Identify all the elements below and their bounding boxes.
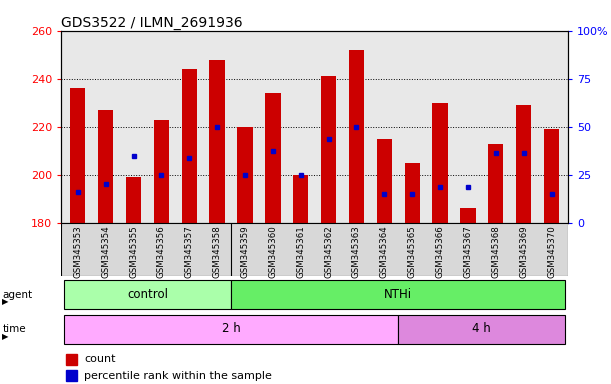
Bar	[398, 314, 565, 344]
Bar	[154, 119, 169, 223]
Text: control: control	[127, 288, 168, 301]
Text: GSM345370: GSM345370	[547, 225, 556, 278]
Bar	[237, 127, 253, 223]
Bar	[61, 223, 568, 276]
Text: time: time	[2, 324, 26, 334]
Bar	[181, 69, 197, 223]
Text: GSM345356: GSM345356	[157, 225, 166, 278]
Text: agent: agent	[2, 290, 32, 300]
Bar	[210, 60, 225, 223]
Bar	[70, 88, 86, 223]
Bar	[460, 208, 475, 223]
Text: GDS3522 / ILMN_2691936: GDS3522 / ILMN_2691936	[61, 16, 243, 30]
Bar	[64, 280, 231, 310]
Text: 4 h: 4 h	[472, 322, 491, 335]
Bar	[376, 139, 392, 223]
Text: GSM345359: GSM345359	[241, 225, 249, 278]
Text: GSM345360: GSM345360	[268, 225, 277, 278]
Text: ▶: ▶	[2, 297, 9, 306]
Text: GSM345357: GSM345357	[185, 225, 194, 278]
Bar	[321, 76, 336, 223]
Text: percentile rank within the sample: percentile rank within the sample	[84, 371, 272, 381]
Bar	[433, 103, 448, 223]
Text: GSM345364: GSM345364	[380, 225, 389, 278]
Text: GSM345358: GSM345358	[213, 225, 222, 278]
Text: GSM345361: GSM345361	[296, 225, 306, 278]
Text: count: count	[84, 354, 115, 364]
Bar	[66, 354, 78, 365]
Bar	[98, 110, 114, 223]
Text: GSM345353: GSM345353	[73, 225, 82, 278]
Bar	[231, 280, 565, 310]
Text: GSM345368: GSM345368	[491, 225, 500, 278]
Bar	[516, 105, 532, 223]
Bar	[126, 177, 141, 223]
Text: GSM345363: GSM345363	[352, 225, 361, 278]
Bar	[66, 370, 78, 381]
Text: GSM345369: GSM345369	[519, 225, 528, 278]
Bar	[404, 163, 420, 223]
Text: GSM345355: GSM345355	[129, 225, 138, 278]
Text: GSM345365: GSM345365	[408, 225, 417, 278]
Bar	[293, 175, 309, 223]
Text: NTHi: NTHi	[384, 288, 412, 301]
Bar	[488, 144, 503, 223]
Text: GSM345366: GSM345366	[436, 225, 445, 278]
Bar	[349, 50, 364, 223]
Bar	[544, 129, 559, 223]
Text: GSM345354: GSM345354	[101, 225, 110, 278]
Text: 2 h: 2 h	[222, 322, 241, 335]
Text: GSM345367: GSM345367	[463, 225, 472, 278]
Text: ▶: ▶	[2, 332, 9, 341]
Bar	[265, 93, 280, 223]
Text: GSM345362: GSM345362	[324, 225, 333, 278]
Bar	[64, 314, 398, 344]
